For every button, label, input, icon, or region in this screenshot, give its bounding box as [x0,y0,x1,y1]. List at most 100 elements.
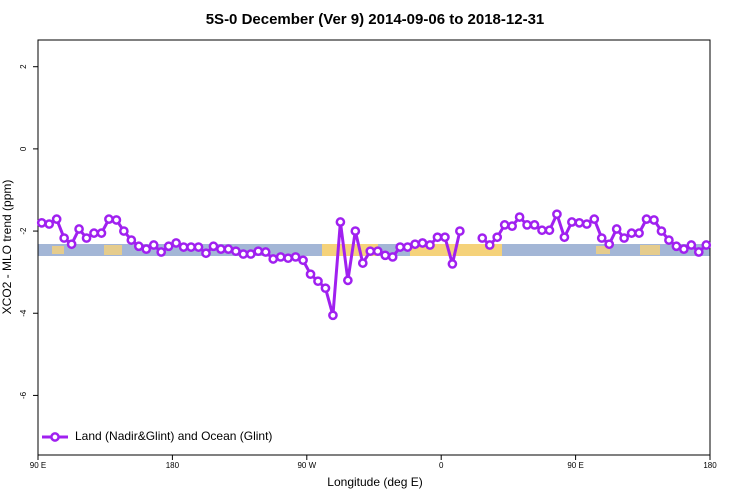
data-point [119,226,129,236]
data-point [357,258,368,268]
data-point [596,233,607,243]
data-point [111,215,122,225]
data-point [417,238,428,248]
data-point [223,244,234,254]
data-point [626,228,637,238]
data-point [671,241,682,252]
data-point [649,215,659,225]
data-point [380,250,391,261]
data-point [201,248,211,259]
data-point [693,247,704,257]
data-point [335,217,346,227]
data-point [186,242,196,252]
data-point [372,246,383,257]
data-point [313,276,323,287]
x-tick-label: 180 [166,461,180,470]
data-point [634,228,644,238]
data-point [275,252,286,262]
data-point [499,220,510,230]
data-point [664,235,674,245]
data-point [395,242,405,252]
data-point [537,225,547,236]
y-axis-label: XCO2 - MLO trend (ppm) [0,180,14,315]
data-point [238,249,249,259]
data-point [290,252,301,262]
data-point [96,228,107,238]
data-point [514,212,525,222]
data-point [89,228,99,238]
data-point [156,247,167,257]
data-point [343,275,353,286]
data-point [51,214,62,224]
data-point [231,246,241,257]
data-point [477,233,488,243]
data-point [74,224,84,234]
data-point [529,220,540,230]
data-point [59,233,69,243]
data-point [581,219,592,229]
x-tick-label: 90 E [567,461,583,470]
data-point [402,242,413,252]
data-point [574,217,585,228]
data-point [81,233,92,243]
legend-marker [50,432,60,442]
data-point [320,283,331,294]
data-point [447,259,458,269]
data-point [679,244,689,254]
y-tick-label: -4 [19,309,28,317]
data-point [208,241,219,252]
data-point [163,241,174,252]
data-point [260,247,271,257]
data-point [253,246,264,257]
series-line [41,210,708,316]
data-point [305,269,316,280]
data-point [492,232,503,243]
data-point [552,209,562,220]
data-point [350,226,361,236]
y-tick-label: -2 [19,227,28,235]
data-point [641,214,652,224]
data-point [178,242,189,252]
data-point [141,244,152,254]
x-tick-label: 180 [703,461,717,470]
data-point [133,241,144,252]
data-point [619,233,629,243]
chart-title: 5S-0 December (Ver 9) 2014-09-06 to 2018… [206,11,545,28]
data-point [559,232,570,243]
data-point [522,220,532,230]
data-point [365,246,376,257]
data-point [425,240,435,250]
data-point [66,239,77,250]
data-point [611,224,622,234]
data-point [283,253,293,264]
data-point [245,249,256,259]
data-point [604,239,615,250]
data-point [589,214,600,224]
data-point [298,255,308,266]
data-point [440,232,450,243]
data-point [507,221,517,231]
data-point [104,214,114,224]
data-point [216,244,226,254]
x-tick-label: 90 E [30,461,46,470]
y-tick-label: -6 [19,391,28,399]
data-point [268,254,279,264]
data-point [387,252,398,262]
data-point [44,219,55,229]
data-point [686,240,697,250]
y-tick-label: 0 [19,146,28,151]
x-axis-label: Longitude (deg E) [327,475,422,489]
y-tick-label: 2 [19,64,28,69]
data-point [193,242,204,252]
legend-label: Land (Nadir&Glint) and Ocean (Glint) [75,429,272,443]
data-point [656,226,667,236]
data-point [544,225,555,236]
data-point [410,239,420,250]
data-point [432,232,443,243]
data-point [36,217,47,228]
data-point [701,240,712,250]
data-point [126,235,137,245]
data-point [328,310,338,321]
x-tick-label: 0 [439,461,444,470]
